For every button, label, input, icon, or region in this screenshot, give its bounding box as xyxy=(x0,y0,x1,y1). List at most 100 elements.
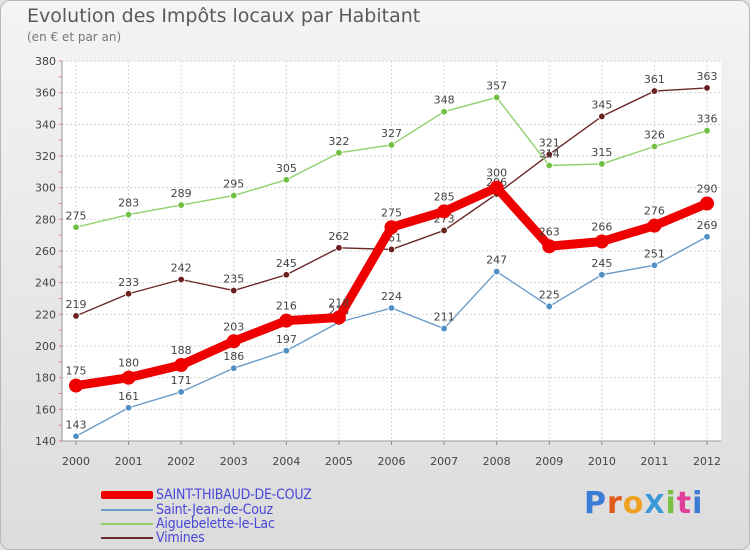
logo-letter: i xyxy=(692,486,704,521)
data-point xyxy=(594,234,609,249)
y-tick-label: 340 xyxy=(35,118,56,131)
data-point xyxy=(384,220,399,235)
data-point xyxy=(121,370,136,385)
data-point xyxy=(598,271,606,279)
data-point xyxy=(279,313,294,328)
data-label: 203 xyxy=(223,320,244,333)
data-label: 345 xyxy=(591,98,612,111)
legend-label: Vimines xyxy=(156,530,205,546)
data-label: 314 xyxy=(539,148,560,161)
data-label: 143 xyxy=(66,418,87,431)
legend-swatch xyxy=(101,523,153,525)
y-tick-label: 260 xyxy=(35,245,56,258)
logo-letter: i xyxy=(665,486,677,521)
chart-subtitle: (en € et par an) xyxy=(27,30,122,44)
data-point xyxy=(72,312,80,320)
x-tick-label: 2006 xyxy=(378,455,406,468)
data-point xyxy=(440,226,448,235)
data-point xyxy=(650,261,659,269)
x-tick-label: 2005 xyxy=(325,455,353,468)
logo-letter: o xyxy=(622,486,645,521)
legend-swatch xyxy=(101,537,153,539)
data-point xyxy=(230,364,238,372)
data-point xyxy=(387,304,396,312)
legend-item-saint-jean: Saint-Jean-de-Couz xyxy=(101,502,273,518)
data-point xyxy=(72,223,80,231)
y-tick-label: 240 xyxy=(35,277,56,290)
data-label: 242 xyxy=(171,262,192,275)
y-tick-label: 200 xyxy=(35,340,56,353)
data-point xyxy=(177,388,185,396)
y-tick-label: 140 xyxy=(35,435,56,448)
data-point xyxy=(335,149,343,157)
logo-letter: r xyxy=(607,486,623,521)
data-point xyxy=(282,347,291,355)
data-label: 247 xyxy=(486,254,507,267)
legend-item-aiguebelette: Aiguebelette-le-Lac xyxy=(101,516,275,532)
legend-swatch xyxy=(101,509,153,511)
data-label: 269 xyxy=(697,219,718,232)
data-point xyxy=(440,107,448,116)
data-point xyxy=(437,204,452,219)
data-point xyxy=(545,302,553,311)
x-tick-label: 2000 xyxy=(62,455,90,468)
data-point xyxy=(282,271,291,279)
x-tick-label: 2010 xyxy=(588,455,616,468)
data-label: 175 xyxy=(66,365,87,378)
data-point xyxy=(72,432,80,440)
data-point xyxy=(177,201,185,209)
x-tick-label: 2004 xyxy=(272,455,300,468)
data-label: 322 xyxy=(328,135,349,148)
data-label: 233 xyxy=(118,276,139,289)
y-tick-label: 160 xyxy=(35,403,56,416)
data-label: 197 xyxy=(276,333,297,346)
data-point xyxy=(598,112,606,121)
data-point xyxy=(387,141,396,149)
data-point xyxy=(545,161,553,170)
chart-title: Evolution des Impôts locaux par Habitant xyxy=(27,5,421,27)
data-label: 275 xyxy=(66,209,87,222)
data-point xyxy=(69,378,83,393)
data-label: 211 xyxy=(434,311,455,324)
data-label: 219 xyxy=(66,298,87,311)
data-label: 289 xyxy=(171,187,192,200)
x-tick-label: 2012 xyxy=(693,455,721,468)
data-label: 218 xyxy=(328,297,349,310)
y-tick-label: 280 xyxy=(35,213,56,226)
data-label: 276 xyxy=(644,205,665,218)
proxiti-logo: ProXiti xyxy=(584,486,703,521)
data-point xyxy=(230,191,238,200)
data-point xyxy=(650,87,659,95)
data-label: 186 xyxy=(223,350,244,363)
data-label: 225 xyxy=(539,288,560,301)
y-tick-label: 180 xyxy=(35,372,56,385)
data-point xyxy=(703,233,711,241)
legend-swatch xyxy=(101,491,153,499)
data-point xyxy=(335,244,343,252)
data-point xyxy=(282,176,291,184)
logo-letter: P xyxy=(584,486,607,521)
y-tick-label: 360 xyxy=(35,87,56,100)
data-label: 161 xyxy=(118,390,139,403)
x-tick-label: 2001 xyxy=(115,455,143,468)
x-tick-label: 2002 xyxy=(167,455,195,468)
logo-letter: X xyxy=(644,490,666,520)
data-label: 245 xyxy=(591,257,612,270)
data-label: 275 xyxy=(381,206,402,219)
data-label: 285 xyxy=(434,190,455,203)
logo-letter: t xyxy=(676,486,693,521)
data-point xyxy=(177,275,185,284)
data-label: 224 xyxy=(381,290,402,303)
data-label: 216 xyxy=(276,300,297,313)
data-point xyxy=(124,290,133,298)
x-tick-label: 2009 xyxy=(535,455,563,468)
data-label: 315 xyxy=(591,146,612,159)
data-point xyxy=(492,267,501,276)
data-label: 290 xyxy=(697,183,718,196)
data-point xyxy=(226,334,241,349)
data-label: 188 xyxy=(171,344,192,357)
data-label: 262 xyxy=(328,230,349,243)
data-point xyxy=(124,210,133,219)
data-label: 336 xyxy=(697,113,718,126)
